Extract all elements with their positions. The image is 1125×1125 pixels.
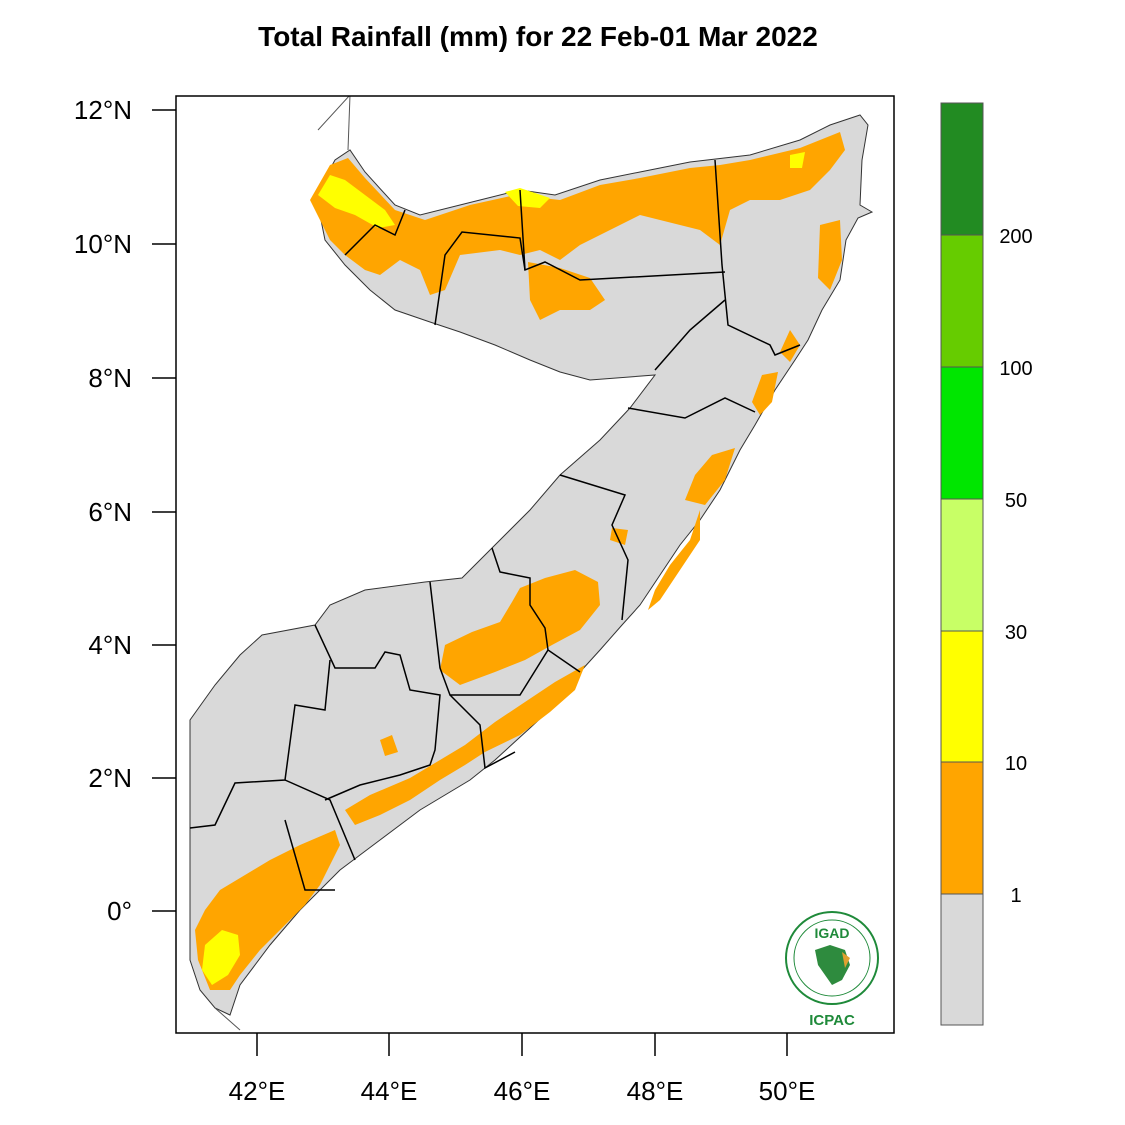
colorbar-label: 10 bbox=[1005, 753, 1027, 775]
lat-tick-label: 2°N bbox=[88, 763, 132, 793]
lat-tick-label: 8°N bbox=[88, 363, 132, 393]
colorbar-bin-1-10 bbox=[941, 762, 983, 894]
lat-tick-label: 12°N bbox=[74, 95, 132, 125]
logo-subtitle: ICPAC bbox=[809, 1012, 855, 1029]
lon-tick-label: 46°E bbox=[494, 1076, 551, 1106]
logo-abbr: IGAD bbox=[815, 925, 850, 941]
colorbar-label: 1 bbox=[1010, 885, 1021, 907]
lon-tick-label: 48°E bbox=[627, 1076, 684, 1106]
colorbar-label: 200 bbox=[999, 226, 1032, 248]
lon-tick-label: 50°E bbox=[759, 1076, 816, 1106]
africa-map-icon bbox=[815, 945, 850, 985]
colorbar-frame bbox=[940, 102, 984, 1026]
plot-frame bbox=[175, 95, 895, 1034]
lat-tick-label: 6°N bbox=[88, 497, 132, 527]
igad-icpac-logo: IGAD ICPAC bbox=[785, 911, 879, 1029]
colorbar-label: 100 bbox=[999, 358, 1032, 380]
colorbar: 200 100 50 30 10 1 bbox=[940, 102, 1033, 1026]
lat-axis: 12°N 10°N 8°N 6°N 4°N 2°N 0° bbox=[74, 95, 176, 926]
lat-tick-label: 0° bbox=[107, 896, 132, 926]
map-title: Total Rainfall (mm) for 22 Feb-01 Mar 20… bbox=[258, 21, 818, 52]
colorbar-label: 30 bbox=[1005, 622, 1027, 644]
border-kenya-coast bbox=[214, 1007, 241, 1031]
colorbar-bin-below-1 bbox=[941, 894, 983, 1025]
lon-tick-label: 42°E bbox=[229, 1076, 286, 1106]
colorbar-bin-10-30 bbox=[941, 631, 983, 762]
colorbar-label: 50 bbox=[1005, 490, 1027, 512]
region-boundaries bbox=[189, 159, 801, 891]
rain-10-30mm-areas bbox=[202, 152, 805, 985]
logo-inner-ring bbox=[793, 919, 871, 997]
country-somalia-shape bbox=[189, 114, 874, 1016]
colorbar-bin-50-100 bbox=[941, 367, 983, 499]
lat-tick-label: 10°N bbox=[74, 229, 132, 259]
colorbar-bin-100-200 bbox=[941, 235, 983, 367]
colorbar-bin-200plus bbox=[941, 103, 983, 235]
lon-axis: 42°E 44°E 46°E 48°E 50°E bbox=[229, 1033, 816, 1106]
igad-region-icon bbox=[842, 952, 850, 968]
colorbar-bin-30-50 bbox=[941, 499, 983, 631]
border-djibouti-ethiopia bbox=[317, 96, 351, 151]
lat-tick-label: 4°N bbox=[88, 630, 132, 660]
map-layer bbox=[189, 96, 874, 1031]
rain-1-10mm-areas bbox=[195, 132, 845, 990]
lon-tick-label: 44°E bbox=[361, 1076, 418, 1106]
